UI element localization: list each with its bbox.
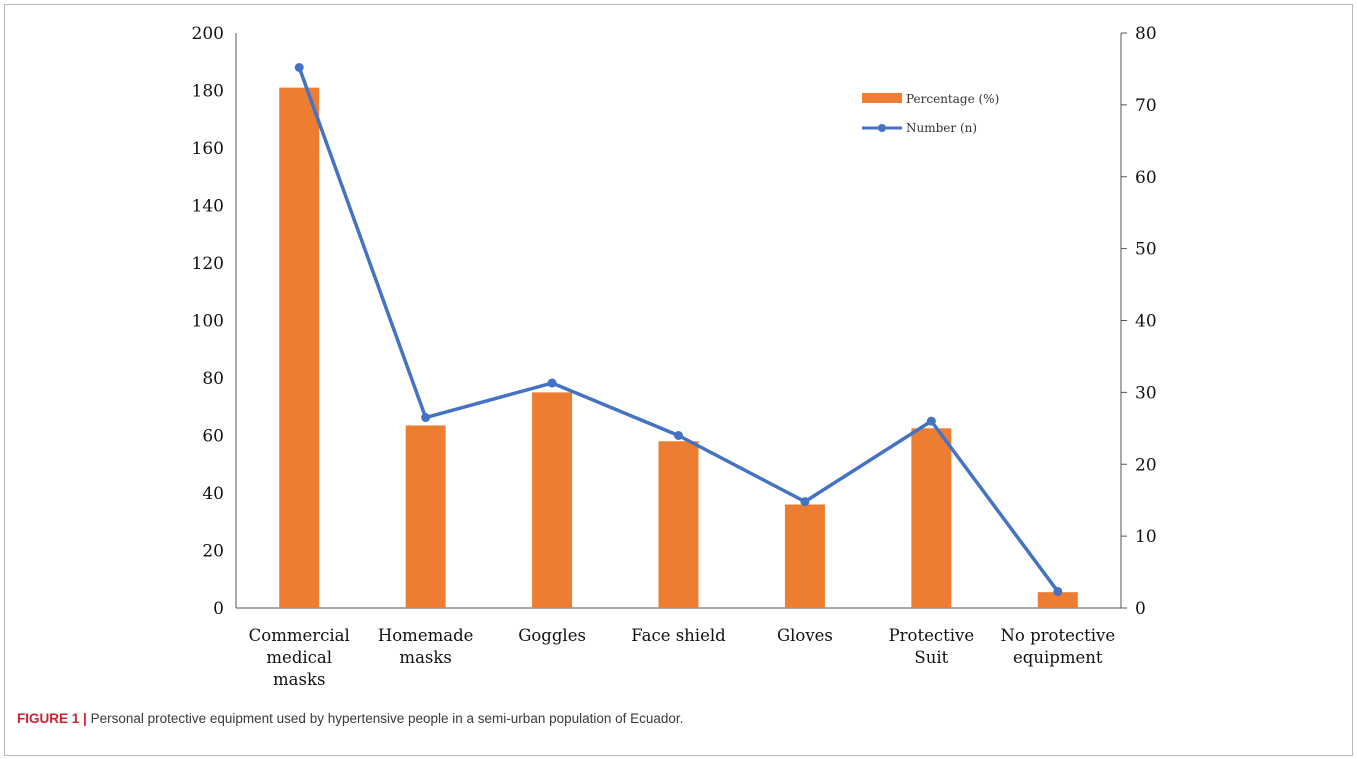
line-point — [674, 431, 683, 440]
category-label: masks — [399, 648, 451, 667]
left-tick-label: 140 — [192, 197, 224, 217]
bar-series — [279, 87, 1078, 608]
category-label: Homemade — [378, 626, 474, 645]
line-point — [547, 378, 557, 388]
legend-swatch-bar — [862, 93, 902, 103]
line-point — [421, 413, 431, 423]
caption-text: Personal protective equipment used by hy… — [90, 711, 684, 726]
left-tick-label: 80 — [202, 369, 224, 389]
category-labels: Commercial medical masks Homemade masks Goggl… — [249, 626, 1115, 689]
right-tick-label: 80 — [1135, 24, 1157, 44]
right-tick-label: 10 — [1135, 527, 1157, 547]
line-point — [294, 63, 304, 72]
legend-label: Percentage (%) — [906, 92, 999, 106]
left-tick-label: 120 — [192, 254, 224, 274]
category-label: Goggles — [518, 626, 586, 645]
tick-labels: 0 20 40 60 80 100 120 140 160 180 200 0 10 20 30 40 50 60… — [192, 24, 1157, 619]
line-point — [800, 497, 810, 507]
left-tick-label: 20 — [202, 542, 224, 562]
left-tick-label: 40 — [202, 484, 224, 504]
line-series — [294, 63, 1063, 596]
left-tick-label: 160 — [192, 139, 224, 159]
right-tick-label: 20 — [1135, 455, 1157, 475]
bar — [911, 428, 952, 608]
category-label: Protective — [889, 626, 975, 645]
combo-chart: 0 20 40 60 80 100 120 140 160 180 200 0 10 20 30 40 50 60… — [192, 24, 1157, 689]
bar — [279, 87, 320, 608]
right-tick-label: 40 — [1135, 312, 1157, 332]
category-label: Suit — [914, 648, 948, 667]
category-label: Face shield — [631, 626, 726, 645]
bar — [532, 392, 573, 608]
category-label: medical — [266, 648, 332, 667]
left-tick-label: 0 — [213, 599, 224, 619]
category-label: Commercial — [249, 626, 350, 645]
category-label: equipment — [1013, 648, 1103, 667]
left-tick-label: 180 — [192, 82, 224, 102]
left-tick-label: 60 — [202, 427, 224, 447]
legend-label: Number (n) — [906, 121, 977, 135]
bar — [658, 441, 699, 608]
right-tick-label: 30 — [1135, 383, 1157, 403]
bar — [1037, 592, 1078, 608]
right-tick-label: 50 — [1135, 240, 1157, 260]
right-tick-label: 0 — [1135, 599, 1146, 619]
category-label: Gloves — [777, 626, 833, 645]
figure-caption: FIGURE 1 | Personal protective equipment… — [17, 711, 1337, 726]
line-point — [1053, 586, 1063, 596]
left-tick-label: 100 — [192, 312, 224, 332]
right-tick-label: 60 — [1135, 168, 1157, 188]
category-label: masks — [273, 670, 325, 689]
line-point — [926, 416, 936, 426]
figure-frame — [4, 4, 1353, 756]
bar — [784, 504, 825, 608]
right-tick-label: 70 — [1135, 96, 1157, 116]
legend: Percentage (%) Number (n) — [862, 92, 999, 135]
left-tick-label: 200 — [192, 24, 224, 44]
legend-swatch-point — [878, 124, 886, 132]
bar — [405, 425, 446, 608]
category-label: No protective — [1000, 626, 1115, 645]
figure-label: FIGURE 1 | — [17, 711, 87, 726]
